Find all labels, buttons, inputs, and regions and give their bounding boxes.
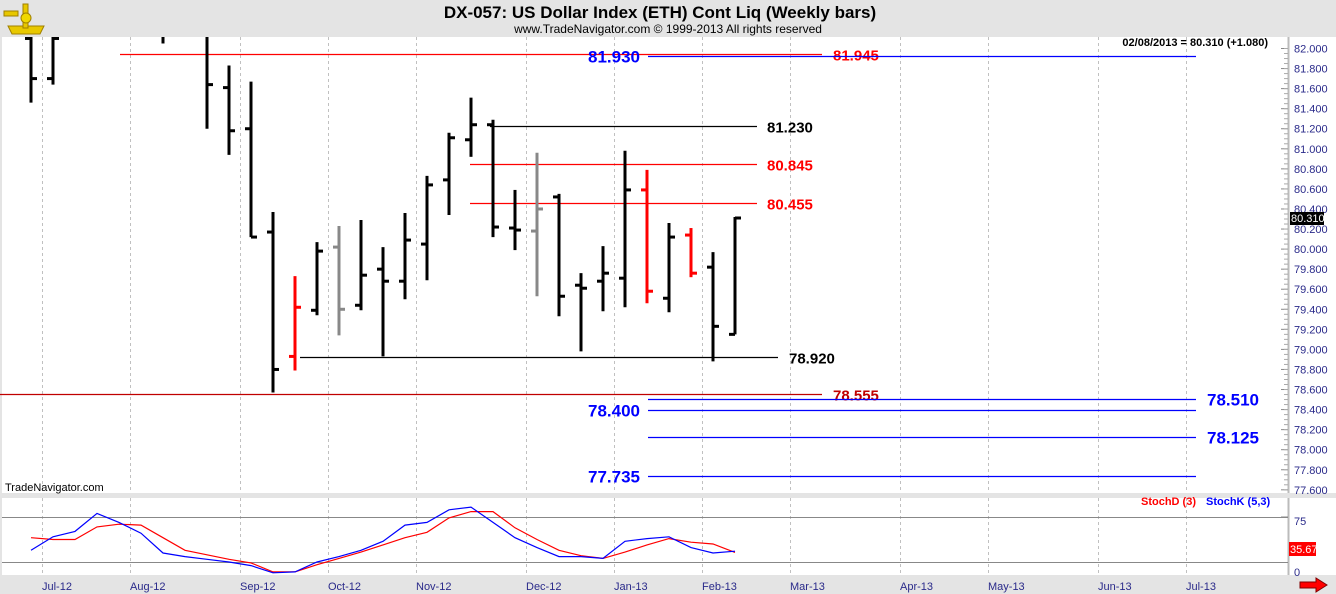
ohlc-bar[interactable] bbox=[487, 119, 499, 238]
x-tick-label: Nov-12 bbox=[416, 581, 451, 593]
price-axis[interactable] bbox=[1289, 37, 1336, 493]
y-tick-label: 81.200 bbox=[1294, 124, 1328, 136]
y-tick-label: 80.200 bbox=[1294, 224, 1328, 236]
x-tick-label: Jan-13 bbox=[614, 581, 648, 593]
x-tick-label: Aug-12 bbox=[130, 581, 165, 593]
x-tick-label: Oct-12 bbox=[328, 581, 361, 593]
level-label: 78.510 bbox=[1207, 391, 1259, 410]
ohlc-bar[interactable] bbox=[729, 216, 741, 336]
level-label: 78.920 bbox=[789, 351, 835, 368]
ohlc-bar[interactable] bbox=[619, 150, 631, 308]
watermark-text: TradeNavigator.com bbox=[5, 482, 104, 494]
red-right-arrow-icon[interactable] bbox=[1299, 577, 1328, 593]
ohlc-bar[interactable] bbox=[201, 8, 213, 129]
level-label: 81.230 bbox=[767, 120, 813, 137]
ohlc-bar[interactable] bbox=[443, 132, 455, 215]
level-label: 77.735 bbox=[588, 468, 640, 487]
level-label: 80.845 bbox=[767, 158, 813, 175]
y-tick-label: 79.800 bbox=[1294, 264, 1328, 276]
stochastic-axis bbox=[1289, 498, 1336, 575]
ohlc-bar[interactable] bbox=[597, 246, 609, 312]
y-tick-label: 78.200 bbox=[1294, 425, 1328, 437]
ohlc-bar[interactable] bbox=[685, 228, 697, 278]
level-label: 78.400 bbox=[588, 402, 640, 421]
stoch-last-value-tag bbox=[1289, 542, 1316, 556]
x-tick-label: Dec-12 bbox=[526, 581, 561, 593]
x-tick-label: Jul-12 bbox=[42, 581, 72, 593]
last-price-tag bbox=[1290, 212, 1324, 225]
y-tick-label: 77.600 bbox=[1294, 485, 1328, 497]
last-bar-readout: 02/08/2013 = 80.310 (+1.080) bbox=[1122, 37, 1268, 49]
y-tick-label: 78.800 bbox=[1294, 364, 1328, 376]
level-label: 78.125 bbox=[1207, 429, 1259, 448]
y-tick-label: 80.800 bbox=[1294, 164, 1328, 176]
x-tick-label: Sep-12 bbox=[240, 581, 275, 593]
y-tick-label: 79.400 bbox=[1294, 304, 1328, 316]
ohlc-bar[interactable] bbox=[333, 226, 345, 336]
ohlc-bar[interactable] bbox=[311, 242, 323, 316]
ohlc-bar[interactable] bbox=[707, 252, 719, 362]
stochk-legend: StochK (5,3) bbox=[1206, 496, 1271, 508]
ohlc-bar[interactable] bbox=[289, 276, 301, 371]
y-tick-label: 82.000 bbox=[1294, 44, 1328, 56]
y-tick-label: 80.600 bbox=[1294, 184, 1328, 196]
stoch-last-value-text: 35.67 bbox=[1290, 544, 1318, 556]
ohlc-bar[interactable] bbox=[663, 223, 675, 313]
ohlc-bar[interactable] bbox=[47, 28, 59, 85]
ohlc-bar[interactable] bbox=[267, 211, 279, 393]
y-tick-label: 78.400 bbox=[1294, 405, 1328, 417]
y-tick-label: 81.800 bbox=[1294, 64, 1328, 76]
x-tick-label: Apr-13 bbox=[900, 581, 933, 593]
y-tick-label: 81.400 bbox=[1294, 104, 1328, 116]
stochd-legend: StochD (3) bbox=[1141, 496, 1196, 508]
stochastic-panel[interactable] bbox=[2, 498, 1288, 575]
ohlc-bar[interactable] bbox=[641, 169, 653, 304]
copyright-subtitle: www.TradeNavigator.com © 1999-2013 All r… bbox=[513, 22, 822, 36]
y-tick-label: 80.000 bbox=[1294, 244, 1328, 256]
ohlc-bar[interactable] bbox=[377, 247, 389, 357]
ohlc-bar[interactable] bbox=[355, 220, 367, 311]
y-tick-label: 79.600 bbox=[1294, 284, 1328, 296]
y-tick-label: 78.600 bbox=[1294, 385, 1328, 397]
ohlc-bar[interactable] bbox=[25, 28, 37, 103]
level-label: 80.455 bbox=[767, 197, 813, 214]
stoch-axis-label-0: 0 bbox=[1294, 567, 1300, 579]
sextant-logo bbox=[3, 3, 45, 35]
ohlc-bar[interactable] bbox=[575, 273, 587, 352]
ohlc-bar[interactable] bbox=[465, 97, 477, 157]
stoch-axis-label-75: 75 bbox=[1294, 516, 1306, 528]
x-tick-label: Mar-13 bbox=[790, 581, 825, 593]
ohlc-bar[interactable] bbox=[245, 81, 257, 239]
ohlc-bar[interactable] bbox=[399, 212, 411, 300]
y-tick-label: 81.000 bbox=[1294, 144, 1328, 156]
stochd-line bbox=[30, 511, 736, 573]
y-tick-label: 81.600 bbox=[1294, 84, 1328, 96]
y-tick-label: 77.800 bbox=[1294, 465, 1328, 477]
chart-title: DX-057: US Dollar Index (ETH) Cont Liq (… bbox=[444, 3, 876, 22]
x-tick-label: Jul-13 bbox=[1186, 581, 1216, 593]
stochk-line bbox=[30, 506, 736, 574]
ohlc-bar[interactable] bbox=[421, 175, 433, 281]
price-panel[interactable] bbox=[2, 37, 1288, 493]
ohlc-bar[interactable] bbox=[223, 65, 235, 155]
x-tick-label: May-13 bbox=[988, 581, 1025, 593]
y-tick-label: 78.000 bbox=[1294, 445, 1328, 457]
y-tick-label: 79.000 bbox=[1294, 344, 1328, 356]
ohlc-bar[interactable] bbox=[509, 189, 521, 251]
ohlc-bar[interactable] bbox=[553, 193, 565, 317]
last-price-tag-text: 80.310 bbox=[1291, 213, 1325, 225]
x-tick-label: Feb-13 bbox=[702, 581, 737, 593]
y-tick-label: 79.200 bbox=[1294, 324, 1328, 336]
level-label: 78.555 bbox=[833, 388, 879, 405]
x-tick-label: Jun-13 bbox=[1098, 581, 1132, 593]
ohlc-bar[interactable] bbox=[531, 152, 543, 297]
level-label: 81.930 bbox=[588, 48, 640, 67]
